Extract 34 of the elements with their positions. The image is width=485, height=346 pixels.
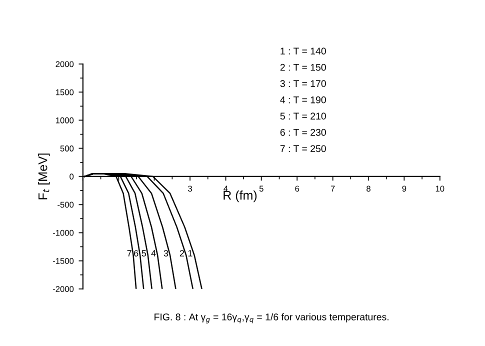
caption: FIG. 8 : At γ$_{g}$ = 16γ$_{q}$,γ$_{q}$ = 1/6 for various temperatures.: [154, 313, 388, 324]
x-tick-label: 8: [366, 186, 370, 192]
annotation: 3 : T = 170: [280, 80, 326, 88]
annotation: 6 : T = 230: [280, 128, 326, 136]
y-tick-label: -1000: [52, 230, 74, 236]
y-tick-label: -2000: [52, 286, 74, 292]
annotation: 7 : T = 250: [280, 145, 326, 152]
text: 1 : T = 140: [280, 48, 326, 55]
x-tick-label: 3: [188, 186, 192, 192]
x-tick-label: 6: [295, 186, 300, 192]
x-tick-label: 5: [259, 186, 264, 192]
annotation: 5 : T = 210: [280, 112, 326, 120]
x-tick-label: 4: [224, 186, 228, 192]
annotation: 1: [188, 250, 192, 256]
x-tick-label: 9: [402, 186, 406, 192]
annotation: 4 : T = 190: [280, 96, 326, 104]
annotation: 4: [151, 250, 156, 256]
annotation: 7: [127, 250, 132, 256]
annotation: 3: [164, 250, 168, 256]
annotation: 2 : T = 150: [280, 64, 326, 71]
annotation: 6: [134, 250, 138, 256]
y-tick-label: 2000: [56, 61, 74, 68]
y-tick-label: 500: [60, 146, 74, 152]
y-tick-label: -1500: [52, 258, 74, 264]
x-axis-title: R (fm): [224, 190, 257, 202]
y-tick-label: 0: [70, 174, 74, 180]
x-tick-label: 10: [436, 186, 444, 192]
y-tick-label: 1000: [56, 117, 74, 124]
y-tick-label: -500: [58, 202, 74, 208]
y-axis-title: F$_{t}$ [MeV]: [38, 154, 50, 200]
y-tick-label: 1500: [56, 89, 74, 96]
annotation: 2: [180, 250, 184, 256]
x-tick-label: 7: [330, 186, 335, 192]
annotation: 5: [142, 250, 146, 256]
